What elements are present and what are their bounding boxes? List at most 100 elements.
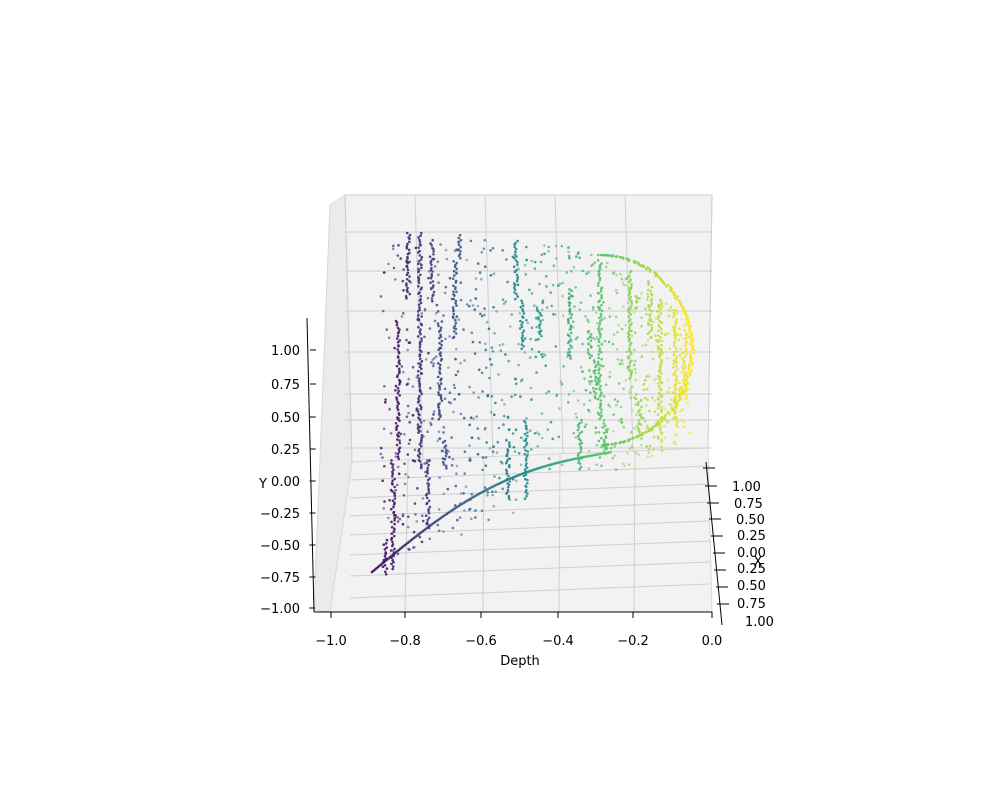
scatter-point xyxy=(454,327,458,331)
scatter-point xyxy=(406,268,410,272)
scatter-point xyxy=(637,401,640,404)
scatter-point xyxy=(497,373,500,376)
scatter-point xyxy=(580,421,583,424)
scatter-point xyxy=(465,258,469,262)
scatter-point xyxy=(574,286,577,289)
scatter-point xyxy=(640,434,643,437)
scatter-point xyxy=(396,520,400,523)
scatter-point xyxy=(683,425,687,429)
scatter-point xyxy=(579,439,582,442)
scatter-point xyxy=(417,259,421,263)
scatter-point xyxy=(661,393,664,396)
scatter-point xyxy=(507,428,511,432)
scatter-point xyxy=(478,271,482,274)
scatter-point xyxy=(432,364,435,368)
scatter-point xyxy=(661,305,664,308)
scatter-point xyxy=(419,466,423,470)
scatter-point xyxy=(396,334,400,338)
scatter-point xyxy=(420,359,424,363)
scatter-point xyxy=(420,255,424,259)
scatter-point xyxy=(389,432,393,435)
scatter-point xyxy=(483,238,487,242)
scatter-point xyxy=(569,328,572,331)
scatter-point xyxy=(656,396,660,400)
scatter-point xyxy=(588,380,591,383)
scatter-point xyxy=(441,441,445,444)
scatter-point xyxy=(658,326,662,329)
scatter-point xyxy=(391,475,394,478)
scatter-point xyxy=(486,494,489,497)
scatter-point xyxy=(681,408,685,411)
scatter-point xyxy=(392,266,396,270)
scatter-point xyxy=(442,314,445,317)
scatter-point xyxy=(672,359,675,363)
scatter-point xyxy=(454,301,457,305)
scatter-point xyxy=(397,448,401,451)
scatter-point xyxy=(642,388,646,392)
scatter-point xyxy=(499,349,503,353)
scatter-point xyxy=(634,294,638,298)
scatter-point xyxy=(444,444,448,448)
scatter-point xyxy=(589,391,592,394)
scatter-point xyxy=(557,435,561,439)
scatter-point xyxy=(643,379,647,382)
scatter-point xyxy=(514,297,517,301)
scatter-point xyxy=(545,392,548,395)
scatter-point xyxy=(618,419,621,423)
scatter-point xyxy=(395,321,399,324)
x-tick-label: 0.25 xyxy=(737,529,766,544)
scatter-point xyxy=(429,242,432,245)
scatter-point xyxy=(629,318,632,321)
scatter-point xyxy=(530,347,534,351)
scatter-point xyxy=(426,296,430,300)
scatter-point xyxy=(401,279,405,283)
scatter-point xyxy=(597,253,600,257)
scatter-point xyxy=(683,389,686,392)
scatter-point xyxy=(408,275,411,278)
scatter-point xyxy=(519,463,523,467)
scatter-point xyxy=(431,417,434,420)
scatter-point xyxy=(599,399,603,402)
scatter-point xyxy=(381,456,384,459)
scatter-point xyxy=(393,547,396,551)
scatter-point xyxy=(631,385,634,389)
scatter-point xyxy=(470,492,474,496)
scatter-point xyxy=(454,484,458,488)
scatter-point xyxy=(659,312,663,315)
scatter-point xyxy=(614,468,618,471)
scatter-point xyxy=(457,318,461,321)
scatter-point xyxy=(453,294,456,297)
scatter-point xyxy=(400,315,404,318)
scatter-point xyxy=(439,354,443,358)
scatter-point xyxy=(459,361,462,365)
scatter-point xyxy=(543,354,547,357)
scatter-point xyxy=(480,251,484,254)
scatter-point xyxy=(459,298,463,302)
scatter-point xyxy=(597,271,601,274)
scatter-point xyxy=(650,328,654,332)
depth-tick-label: 0.0 xyxy=(702,634,723,649)
scatter-point xyxy=(575,255,578,258)
scatter-point xyxy=(593,337,596,341)
scatter-point xyxy=(593,379,597,382)
scatter-point xyxy=(431,280,435,283)
scatter-point xyxy=(419,258,423,261)
scatter-point xyxy=(537,433,541,436)
scatter-point xyxy=(600,445,603,449)
scatter-point xyxy=(512,446,516,449)
scatter-point xyxy=(391,549,395,552)
scatter-point xyxy=(680,351,684,355)
scatter-point xyxy=(497,426,501,430)
scatter-point xyxy=(396,552,400,556)
scatter-point xyxy=(405,246,409,250)
scatter-point xyxy=(517,363,520,367)
scatter-point xyxy=(419,273,422,277)
scatter-point xyxy=(651,357,655,361)
scatter-point xyxy=(508,445,512,449)
scatter-point xyxy=(418,299,422,302)
scatter-point xyxy=(524,477,527,481)
scatter-point xyxy=(381,565,385,568)
y-tick-label: 0.50 xyxy=(271,411,300,426)
scatter-point xyxy=(521,301,524,305)
scatter-point xyxy=(674,392,678,396)
